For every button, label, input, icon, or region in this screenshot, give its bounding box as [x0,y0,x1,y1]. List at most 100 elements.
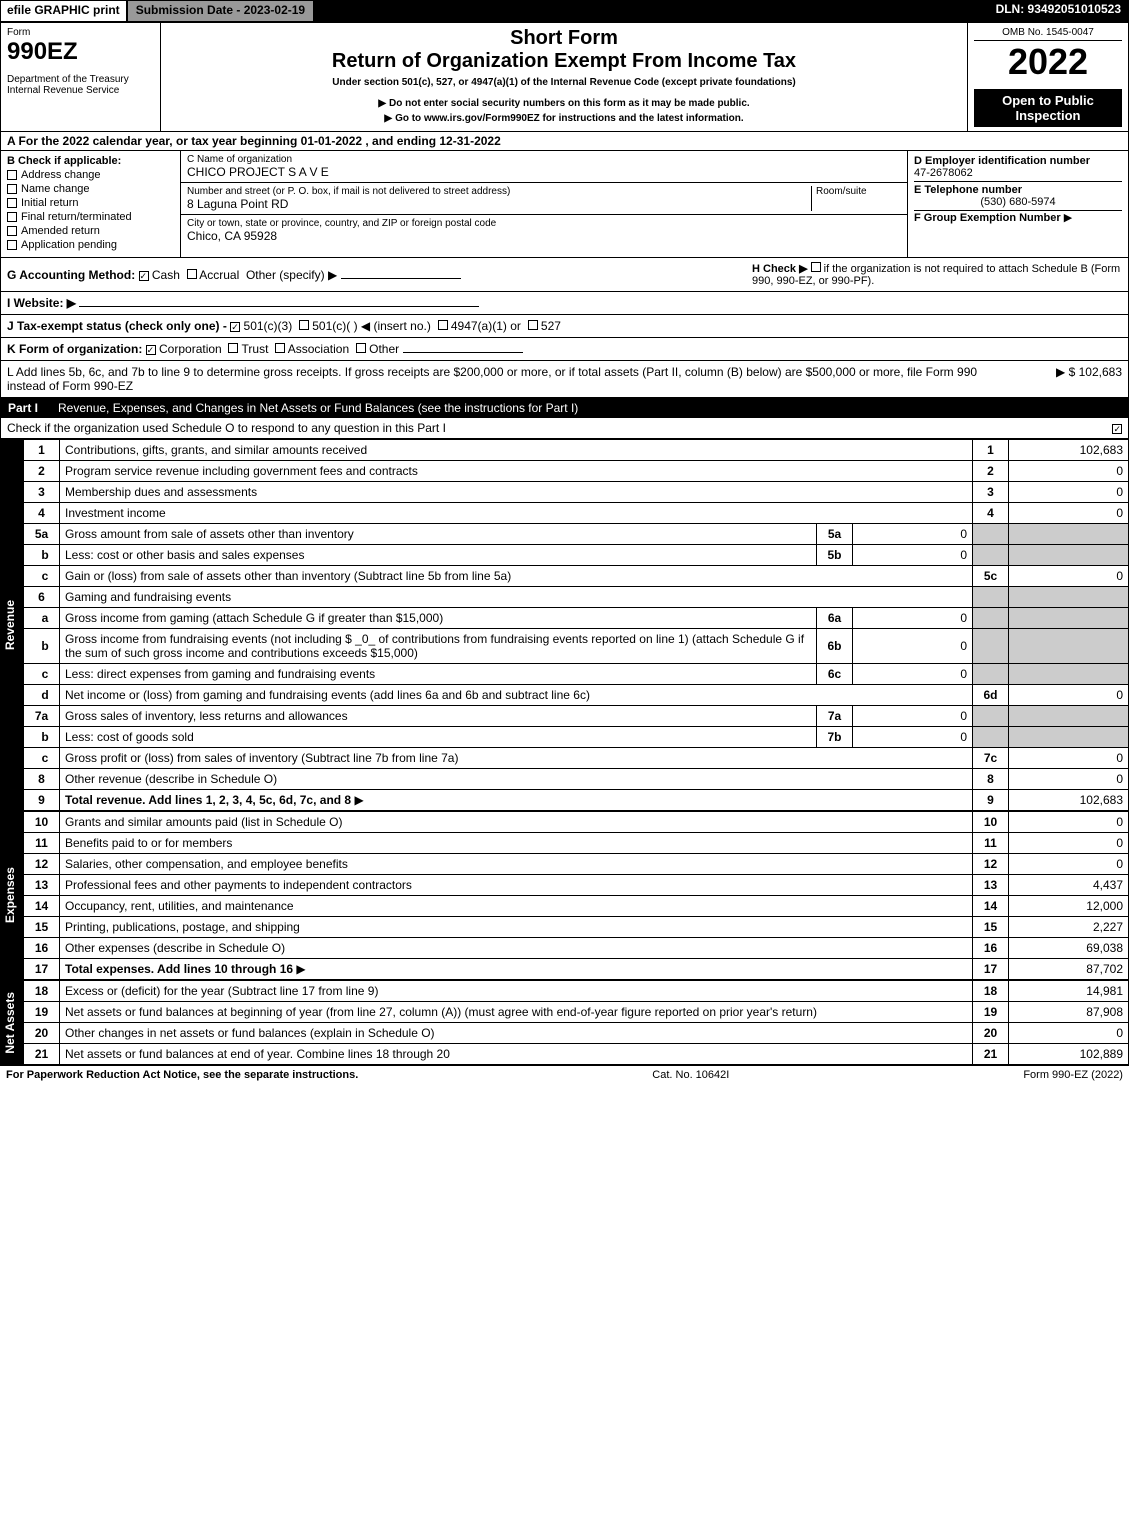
group-block: F Group Exemption Number ▶ [914,211,1122,224]
efile-print-button[interactable]: efile GRAPHIC print [0,0,127,22]
line-2: 2Program service revenue including gover… [24,461,1129,482]
header-left: Form 990EZ Department of the Treasury In… [1,23,161,131]
website-label: I Website: ▶ [7,296,76,310]
row-k: K Form of organization: Corporation Trus… [0,338,1129,361]
column-d: D Employer identification number 47-2678… [908,151,1128,257]
tel-label: E Telephone number [914,184,1122,196]
submission-date: Submission Date - 2023-02-19 [127,0,314,22]
cb-other-org[interactable] [356,343,366,353]
line-16: 16Other expenses (describe in Schedule O… [24,938,1129,959]
schedule-b-check: H Check ▶ if the organization is not req… [752,262,1122,287]
city-label: City or town, state or province, country… [187,218,901,229]
cb-final-return[interactable]: Final return/terminated [7,211,174,223]
main-title: Return of Organization Exempt From Incom… [167,50,961,73]
cb-corporation[interactable] [146,345,156,355]
line-21: 21Net assets or fund balances at end of … [24,1044,1129,1065]
subtitle: Under section 501(c), 527, or 4947(a)(1)… [167,77,961,88]
footer-left: For Paperwork Reduction Act Notice, see … [6,1069,358,1081]
irs-label: Internal Revenue Service [7,85,154,96]
expenses-table: 10Grants and similar amounts paid (list … [23,811,1129,980]
cb-accrual[interactable] [187,269,197,279]
line-18: 18Excess or (deficit) for the year (Subt… [24,981,1129,1002]
street-value: 8 Laguna Point RD [187,197,811,211]
line-6d: dNet income or (loss) from gaming and fu… [24,685,1129,706]
other-specify-input[interactable] [341,278,461,279]
column-c: C Name of organization CHICO PROJECT S A… [181,151,908,257]
cb-initial-return[interactable]: Initial return [7,197,174,209]
street-block: Number and street (or P. O. box, if mail… [181,183,907,215]
row-g-h: G Accounting Method: Cash Accrual Other … [0,258,1129,292]
revenue-table: 1Contributions, gifts, grants, and simil… [23,439,1129,811]
expenses-section: Expenses 10Grants and similar amounts pa… [0,811,1129,980]
net-assets-section: Net Assets 18Excess or (deficit) for the… [0,980,1129,1065]
cb-name-change[interactable]: Name change [7,183,174,195]
room-label: Room/suite [816,186,901,197]
line-17: 17Total expenses. Add lines 10 through 1… [24,959,1129,980]
cb-501c[interactable] [299,320,309,330]
cb-association[interactable] [275,343,285,353]
tel-block: E Telephone number (530) 680-5974 [914,182,1122,211]
h-label: H Check ▶ [752,263,808,275]
ssn-note: Do not enter social security numbers on … [167,98,961,109]
line-15: 15Printing, publications, postage, and s… [24,917,1129,938]
line-5b: bLess: cost or other basis and sales exp… [24,545,1129,566]
page-footer: For Paperwork Reduction Act Notice, see … [0,1065,1129,1084]
revenue-section: Revenue 1Contributions, gifts, grants, a… [0,439,1129,811]
line-5a: 5aGross amount from sale of assets other… [24,524,1129,545]
cb-amended-return[interactable]: Amended return [7,225,174,237]
line-14: 14Occupancy, rent, utilities, and mainte… [24,896,1129,917]
part1-header: Part I Revenue, Expenses, and Changes in… [0,398,1129,418]
street-label: Number and street (or P. O. box, if mail… [187,186,811,197]
org-name-block: C Name of organization CHICO PROJECT S A… [181,151,907,183]
tax-year: 2022 [974,41,1122,83]
cb-501c3[interactable] [230,322,240,332]
line-3: 3Membership dues and assessments30 [24,482,1129,503]
short-form-title: Short Form [167,27,961,50]
org-name: CHICO PROJECT S A V E [187,165,901,179]
part1-tag: Part I [8,401,38,415]
row-j: J Tax-exempt status (check only one) - 5… [0,315,1129,338]
form-header: Form 990EZ Department of the Treasury In… [0,22,1129,132]
line-6b: bGross income from fundraising events (n… [24,629,1129,664]
l-amount: ▶ $ 102,683 [1002,365,1122,393]
line-6c: cLess: direct expenses from gaming and f… [24,664,1129,685]
cb-application-pending[interactable]: Application pending [7,239,174,251]
line-6a: aGross income from gaming (attach Schedu… [24,608,1129,629]
footer-catno: Cat. No. 10642I [652,1069,729,1081]
net-assets-tab: Net Assets [1,986,23,1060]
ein-label: D Employer identification number [914,155,1122,167]
part1-sub: Check if the organization used Schedule … [0,418,1129,439]
k-label: K Form of organization: [7,342,142,356]
cb-schedule-b[interactable] [811,262,821,272]
omb-number: OMB No. 1545-0047 [974,27,1122,41]
goto-note: Go to www.irs.gov/Form990EZ for instruct… [167,113,961,124]
website-input[interactable] [79,306,479,307]
part1-sub-text: Check if the organization used Schedule … [7,421,1092,435]
form-number: 990EZ [7,38,154,66]
line-9: 9Total revenue. Add lines 1, 2, 3, 4, 5c… [24,790,1129,811]
other-org-input[interactable] [403,352,523,353]
line-4: 4Investment income40 [24,503,1129,524]
group-label: F Group Exemption Number [914,212,1061,224]
cb-address-change[interactable]: Address change [7,169,174,181]
line-7c: cGross profit or (loss) from sales of in… [24,748,1129,769]
line-5c: cGain or (loss) from sale of assets othe… [24,566,1129,587]
row-i: I Website: ▶ [0,292,1129,315]
cb-cash[interactable] [139,271,149,281]
row-l: L Add lines 5b, 6c, and 7b to line 9 to … [0,361,1129,398]
section-a: A For the 2022 calendar year, or tax yea… [0,132,1129,151]
line-12: 12Salaries, other compensation, and empl… [24,854,1129,875]
part1-title: Revenue, Expenses, and Changes in Net As… [58,401,578,415]
line-10: 10Grants and similar amounts paid (list … [24,812,1129,833]
cb-schedule-o[interactable] [1112,424,1122,434]
cb-4947[interactable] [438,320,448,330]
line-11: 11Benefits paid to or for members110 [24,833,1129,854]
cb-527[interactable] [528,320,538,330]
city-value: Chico, CA 95928 [187,229,901,243]
footer-formno: Form 990-EZ (2022) [1023,1069,1123,1081]
cb-trust[interactable] [228,343,238,353]
column-b: B Check if applicable: Address change Na… [1,151,181,257]
line-19: 19Net assets or fund balances at beginni… [24,1002,1129,1023]
header-center: Short Form Return of Organization Exempt… [161,23,968,131]
header-right: OMB No. 1545-0047 2022 Open to Public In… [968,23,1128,131]
